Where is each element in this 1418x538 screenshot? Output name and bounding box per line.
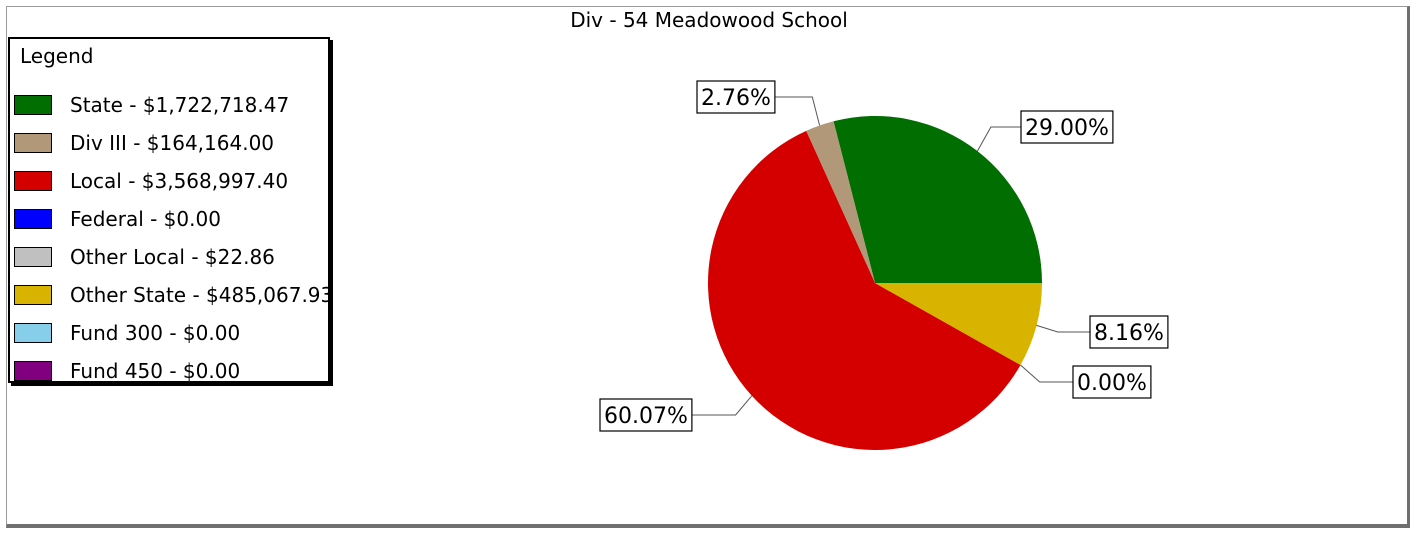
legend-items: State - $1,722,718.47 Div III - $164,164… <box>14 86 333 390</box>
percent-label: 8.16% <box>1094 321 1164 346</box>
percent-label-box <box>1020 110 1114 144</box>
leader-line <box>976 126 1021 152</box>
percent-label: 0.00% <box>1077 371 1147 396</box>
percent-label-box <box>1089 315 1169 349</box>
legend-item: Federal - $0.00 <box>14 200 333 238</box>
legend-swatch <box>14 209 52 229</box>
pie-slice <box>875 283 1042 365</box>
legend-swatch <box>14 285 52 305</box>
legend-item: State - $1,722,718.47 <box>14 86 333 124</box>
legend-label: Other State - $485,067.93 <box>70 283 334 307</box>
legend-item: Other State - $485,067.93 <box>14 276 333 314</box>
percent-label: 29.00% <box>1025 116 1109 141</box>
legend-swatch <box>14 171 52 191</box>
legend-label: Fund 300 - $0.00 <box>70 321 241 345</box>
legend: Legend State - $1,722,718.47 Div III - $… <box>8 37 333 383</box>
legend-label: State - $1,722,718.47 <box>70 93 290 117</box>
legend-swatch <box>14 247 52 267</box>
legend-item: Div III - $164,164.00 <box>14 124 333 162</box>
legend-item: Fund 300 - $0.00 <box>14 314 333 352</box>
percent-label-box <box>1072 365 1152 399</box>
leader-line <box>1036 324 1090 333</box>
legend-swatch <box>14 361 52 381</box>
legend-swatch <box>14 95 52 115</box>
leader-line <box>691 395 753 416</box>
legend-label: Local - $3,568,997.40 <box>70 169 289 193</box>
pie-slice <box>708 130 1021 450</box>
legend-label: Fund 450 - $0.00 <box>70 359 241 383</box>
pie-slice <box>833 116 1042 284</box>
percent-label: 60.07% <box>604 404 688 429</box>
percent-label-box <box>696 80 776 114</box>
legend-swatch <box>14 323 52 343</box>
legend-swatch <box>14 133 52 153</box>
legend-item: Other Local - $22.86 <box>14 238 333 276</box>
percent-label-box <box>599 398 693 432</box>
legend-label: Other Local - $22.86 <box>70 245 275 269</box>
chart-title: Div - 54 Meadowood School <box>570 8 848 32</box>
legend-title: Legend <box>20 44 94 68</box>
legend-label: Div III - $164,164.00 <box>70 131 275 155</box>
leader-line <box>1020 364 1073 383</box>
leader-line <box>774 96 821 126</box>
percent-label: 2.76% <box>701 86 771 111</box>
legend-label: Federal - $0.00 <box>70 207 221 231</box>
legend-item: Local - $3,568,997.40 <box>14 162 333 200</box>
pie-slice <box>806 121 875 284</box>
legend-item: Fund 450 - $0.00 <box>14 352 333 390</box>
